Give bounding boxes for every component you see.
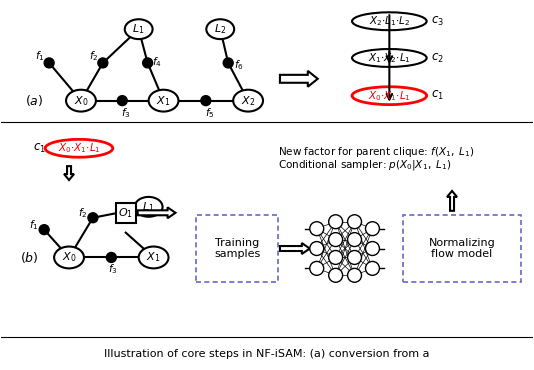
Text: $L_1$: $L_1$: [143, 200, 155, 214]
Text: $X_0{\cdot}X_1{\cdot}L_1$: $X_0{\cdot}X_1{\cdot}L_1$: [58, 141, 100, 155]
Text: $f_2$: $f_2$: [89, 49, 99, 63]
Text: $c_3$: $c_3$: [431, 15, 444, 28]
FancyArrow shape: [138, 207, 176, 218]
Circle shape: [348, 215, 362, 229]
Ellipse shape: [352, 49, 427, 67]
FancyArrow shape: [447, 191, 457, 211]
Circle shape: [98, 58, 108, 68]
Ellipse shape: [148, 90, 178, 112]
Text: $f_6$: $f_6$: [234, 58, 244, 72]
Circle shape: [44, 58, 54, 68]
Ellipse shape: [206, 19, 234, 39]
Ellipse shape: [135, 197, 162, 217]
Text: $f_1$: $f_1$: [29, 218, 39, 232]
Text: $X_1$: $X_1$: [146, 250, 161, 264]
Circle shape: [365, 222, 380, 236]
Ellipse shape: [352, 87, 427, 105]
Text: $L_2$: $L_2$: [214, 22, 226, 36]
Circle shape: [39, 225, 49, 235]
Text: $f_2$: $f_2$: [78, 206, 88, 220]
Circle shape: [329, 268, 343, 282]
Text: $X_2$: $X_2$: [241, 94, 255, 108]
Text: $f_1$: $f_1$: [35, 49, 45, 63]
Circle shape: [348, 250, 362, 265]
Text: $X_0$: $X_0$: [74, 94, 88, 108]
Circle shape: [365, 242, 380, 255]
Text: $c_1$: $c_1$: [33, 142, 46, 155]
Text: $f_5$: $f_5$: [205, 107, 215, 121]
Circle shape: [348, 233, 362, 246]
Text: $f_4$: $f_4$: [152, 55, 161, 69]
Circle shape: [143, 58, 153, 68]
Ellipse shape: [233, 90, 263, 112]
Text: Normalizing
flow model: Normalizing flow model: [429, 238, 496, 259]
Text: $X_1$: $X_1$: [156, 94, 171, 108]
Text: $L_1$: $L_1$: [132, 22, 145, 36]
Text: $X_2{\cdot}L_1{\cdot}L_2$: $X_2{\cdot}L_1{\cdot}L_2$: [368, 14, 410, 28]
Text: $c_2$: $c_2$: [431, 51, 444, 64]
Bar: [403, 215, 521, 282]
Text: $(b)$: $(b)$: [20, 250, 38, 265]
Circle shape: [310, 222, 324, 236]
Circle shape: [106, 252, 116, 262]
Text: New factor for parent clique: $f(X_1,\ L_1)$: New factor for parent clique: $f(X_1,\ L…: [278, 145, 475, 159]
Text: Illustration of core steps in NF-iSAM: (a) conversion from a: Illustration of core steps in NF-iSAM: (…: [104, 349, 430, 359]
Text: $X_0$: $X_0$: [62, 250, 76, 264]
Ellipse shape: [45, 139, 113, 157]
Bar: [197, 215, 278, 282]
Text: Conditional sampler: $p(X_0|X_1,\ L_1)$: Conditional sampler: $p(X_0|X_1,\ L_1)$: [278, 158, 451, 172]
FancyArrow shape: [64, 166, 74, 180]
Text: $(a)$: $(a)$: [25, 93, 43, 108]
FancyArrow shape: [280, 71, 318, 87]
Ellipse shape: [139, 246, 169, 268]
Ellipse shape: [54, 246, 84, 268]
Circle shape: [88, 213, 98, 223]
Circle shape: [329, 250, 343, 265]
Circle shape: [365, 262, 380, 275]
Text: $f_3$: $f_3$: [108, 262, 118, 276]
Text: $X_1{\cdot}X_2{\cdot}L_1$: $X_1{\cdot}X_2{\cdot}L_1$: [368, 51, 411, 65]
Circle shape: [310, 242, 324, 255]
Circle shape: [348, 268, 362, 282]
Text: $O_1$: $O_1$: [118, 206, 134, 220]
Text: $f_3$: $f_3$: [121, 107, 131, 121]
FancyArrow shape: [280, 243, 310, 254]
Circle shape: [310, 262, 324, 275]
Circle shape: [201, 96, 211, 105]
Ellipse shape: [125, 19, 153, 39]
Text: $c_1$: $c_1$: [431, 89, 444, 102]
Text: $X_0{\cdot}X_1{\cdot}L_1$: $X_0{\cdot}X_1{\cdot}L_1$: [368, 89, 411, 102]
Circle shape: [329, 215, 343, 229]
Text: Training
samples: Training samples: [214, 238, 260, 259]
Ellipse shape: [352, 12, 427, 30]
Circle shape: [223, 58, 233, 68]
Circle shape: [117, 96, 127, 105]
Circle shape: [329, 233, 343, 246]
Ellipse shape: [66, 90, 96, 112]
FancyBboxPatch shape: [116, 203, 136, 223]
